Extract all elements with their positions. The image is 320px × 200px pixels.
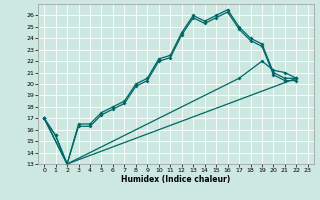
X-axis label: Humidex (Indice chaleur): Humidex (Indice chaleur)	[121, 175, 231, 184]
